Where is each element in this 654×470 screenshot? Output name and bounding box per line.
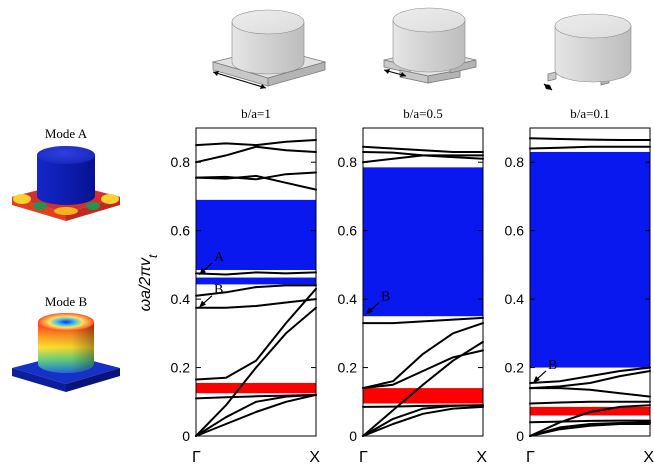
x-tick-label: Γ (192, 449, 201, 466)
band-line-3 (362, 404, 484, 408)
band-line-7 (362, 316, 484, 325)
x-tick-label: X (643, 449, 654, 466)
mode-marker-arrowhead (199, 300, 206, 308)
mode-b-image (12, 313, 120, 392)
band-gap-blue-1 (363, 167, 483, 317)
band-line-10 (529, 137, 651, 141)
band-line-5 (362, 349, 484, 390)
panel-frame (362, 127, 484, 437)
y-tick-label: 0.8 (505, 154, 525, 170)
mode-marker-arrowhead (533, 375, 540, 383)
x-tick-label: Γ (359, 449, 368, 466)
mode-marker-label: B (214, 283, 223, 298)
y-tick-label: 0.4 (338, 291, 358, 307)
band-line-1 (195, 393, 317, 437)
band-line-7 (529, 370, 651, 390)
band-line-6 (195, 298, 317, 309)
y-tick-label: 0 (516, 428, 524, 444)
band-line-3 (195, 393, 317, 400)
y-tick-label: 0.8 (171, 154, 191, 170)
band-gap-red-3 (196, 382, 316, 394)
band-line-8 (195, 271, 317, 276)
band-gap-blue-1 (196, 199, 316, 271)
panel-title: b/a=1 (241, 106, 271, 121)
y-tick-label: 0.2 (505, 360, 525, 376)
mode-a-image (11, 146, 121, 221)
band-line-9 (195, 174, 317, 191)
unit-cell-b-over-a-1 (211, 9, 327, 89)
y-tick-label: 0 (349, 428, 357, 444)
band-line-8 (362, 154, 484, 164)
y-tick-label: 0 (182, 428, 190, 444)
y-tick-label: 0.6 (338, 223, 358, 239)
x-tick-label: Γ (526, 449, 535, 466)
band-line-1 (529, 423, 651, 437)
mode-marker-label: A (214, 250, 225, 265)
y-tick-label: 0.4 (171, 291, 191, 307)
band-line-10 (195, 171, 317, 181)
mode-marker-label: B (381, 290, 390, 305)
y-axis-label-subscript: t (146, 254, 160, 258)
band-line-1 (362, 405, 484, 437)
y-tick-label: 0.4 (505, 291, 525, 307)
band-line-9 (529, 145, 651, 150)
mode-a-label: Mode A (45, 126, 88, 141)
unit-cell-b-over-a-0.1 (543, 13, 632, 91)
band-line-2 (529, 421, 651, 437)
y-axis-label-main: ωa/2πv (137, 257, 154, 311)
panel-frame (195, 127, 317, 437)
band-line-5 (529, 400, 651, 405)
y-tick-label: 0.2 (338, 360, 358, 376)
panel-frame (529, 127, 651, 437)
band-line-4 (195, 306, 317, 437)
y-tick-label: 0.2 (171, 360, 191, 376)
x-tick-label: X (309, 449, 320, 466)
panel-title: b/a=0.1 (570, 106, 609, 121)
x-tick-label: X (476, 449, 487, 466)
y-tick-label: 0.6 (171, 223, 191, 239)
mode-marker-label: B (548, 358, 557, 373)
mode-marker-arrowhead (199, 268, 206, 276)
band-panels: b/a=1 0 0.2 0.4 0.6 0.8 Γ X A Bb/a=0.5 0 0.2 0.4 0.6 0… (171, 106, 654, 466)
mode-b-label: Mode B (45, 294, 88, 309)
panel-title: b/a=0.5 (403, 106, 442, 121)
band-panel-2: b/a=0.5 0 0.2 0.4 0.6 0.8 Γ X B (338, 106, 488, 466)
unit-cell-b-over-a-0.5 (383, 7, 477, 84)
svg-text:ωa/2πvt: ωa/2πvt (137, 254, 160, 311)
y-axis-label: ωa/2πvt (137, 254, 160, 311)
band-line-8 (529, 366, 651, 384)
y-tick-label: 0.8 (338, 154, 358, 170)
band-line-6 (529, 387, 651, 398)
band-line-7 (195, 284, 317, 297)
band-line-6 (362, 322, 484, 390)
band-line-5 (195, 287, 317, 381)
band-line-4 (529, 404, 651, 437)
band-line-12 (195, 139, 317, 147)
band-gap-blue-2 (196, 277, 316, 285)
y-tick-label: 0.6 (505, 223, 525, 239)
band-line-10 (362, 145, 484, 153)
band-gap-blue-1 (530, 151, 650, 368)
band-line-9 (362, 151, 484, 160)
band-line-3 (529, 419, 651, 424)
mode-marker-arrowhead (366, 307, 373, 315)
band-line-11 (195, 145, 317, 164)
band-panel-3: b/a=0.1 0 0.2 0.4 0.6 0.8 Γ X B (505, 106, 654, 466)
band-panel-1: b/a=1 0 0.2 0.4 0.6 0.8 Γ X A B (171, 106, 321, 466)
band-gap-red-2 (363, 388, 483, 404)
